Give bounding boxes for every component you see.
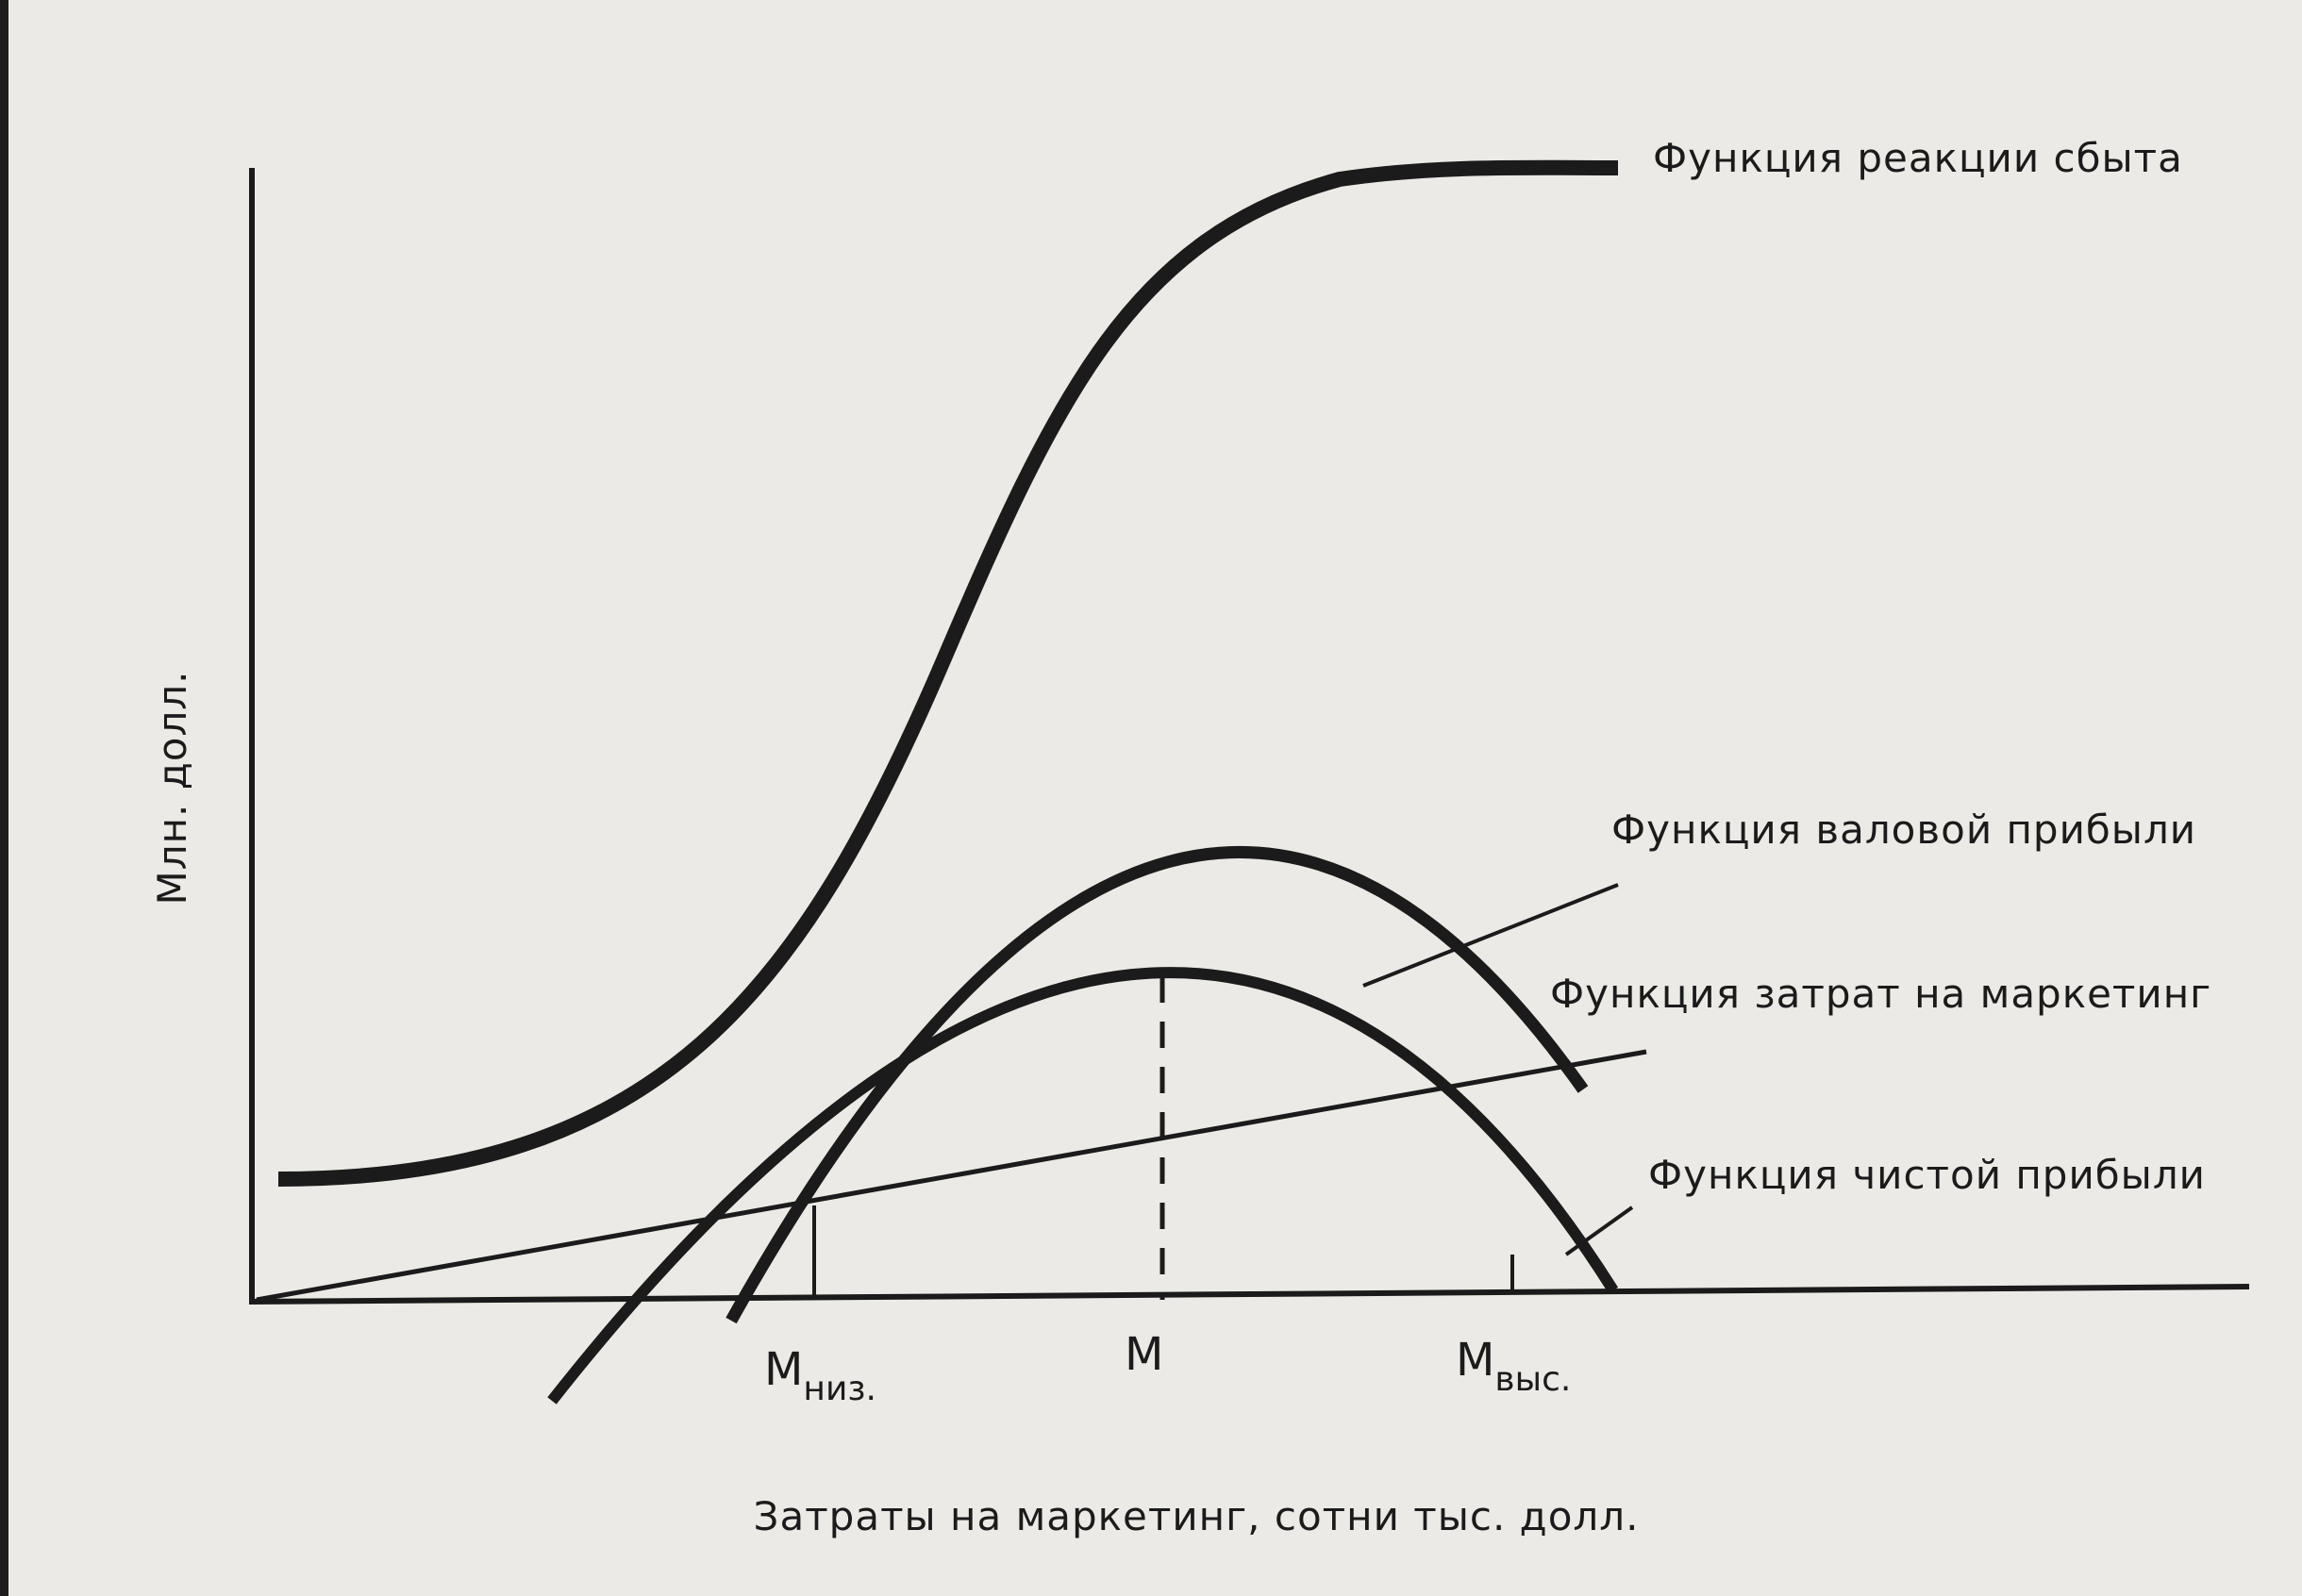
- marketing-cost-line: [256, 1049, 1647, 1303]
- m-low-label: Мниз.: [764, 1343, 876, 1408]
- m-low-sub: низ.: [803, 1370, 876, 1408]
- m-high-label: Мвыс.: [1456, 1334, 1571, 1399]
- gross-profit-label: Функция валовой прибыли: [1611, 806, 2196, 853]
- sales-response-label: Функция реакции сбыта: [1653, 135, 2183, 181]
- m-high-sub: выс.: [1494, 1360, 1571, 1399]
- net-profit-label: Функция чистой прибыли: [1648, 1152, 2206, 1198]
- net-profit-leader: [1564, 1205, 1634, 1256]
- m-low-main: М: [764, 1343, 803, 1396]
- gross-profit-curve: [726, 845, 1589, 1324]
- m-optimum-label: М: [1125, 1328, 1163, 1381]
- y-axis-label: Млн. долл.: [149, 670, 195, 905]
- net-profit-curve: [547, 967, 1619, 1405]
- gross-profit-leader: [1362, 883, 1619, 988]
- sales-response-curve: [277, 159, 1619, 1187]
- marketing-cost-label: Функция затрат на маркетинг: [1550, 971, 2211, 1017]
- page-edge: [0, 0, 8, 1596]
- x-axis-label: Затраты на маркетинг, сотни тыс. долл.: [754, 1493, 1640, 1539]
- m-high-main: М: [1456, 1334, 1494, 1387]
- x-axis: [248, 1284, 2250, 1305]
